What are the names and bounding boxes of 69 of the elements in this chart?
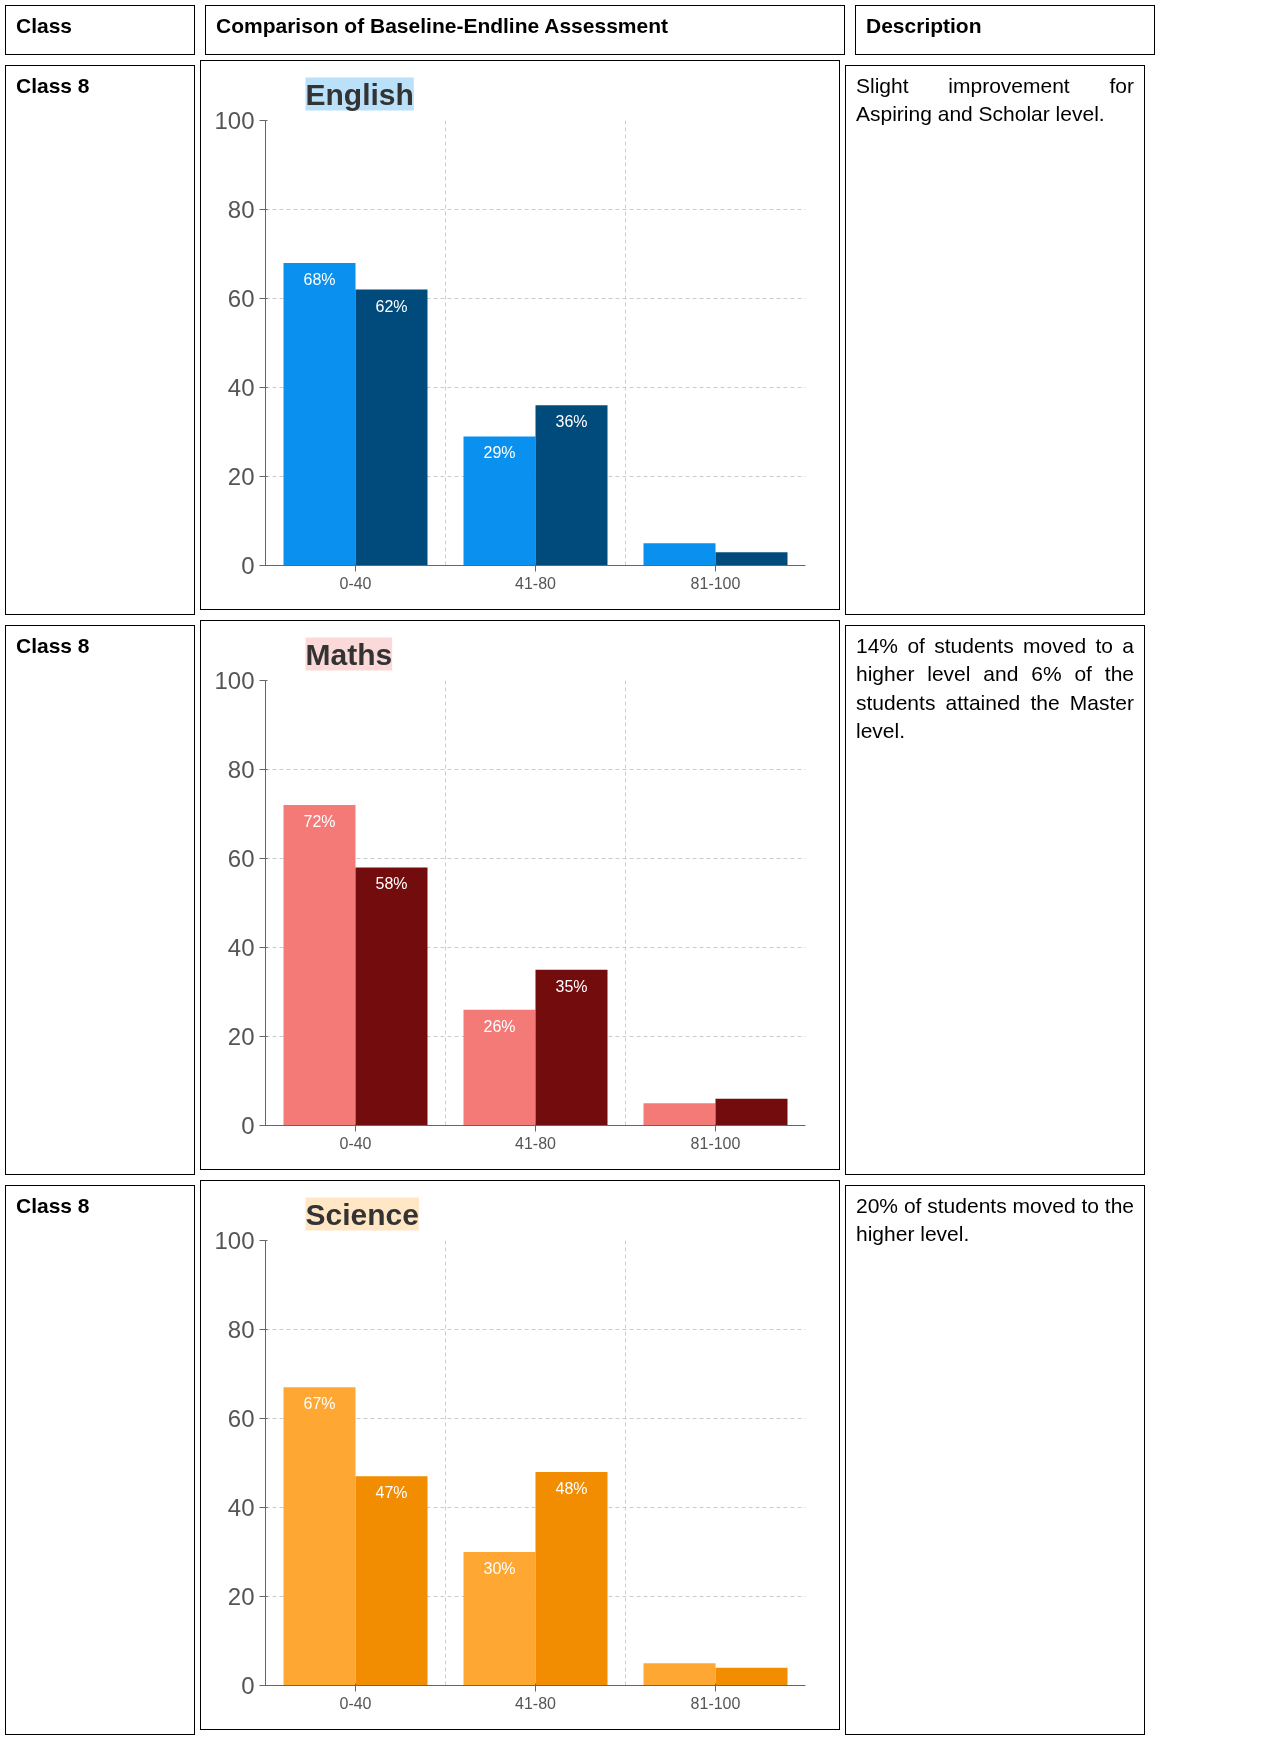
y-tick-label: 0	[241, 1112, 255, 1139]
x-tick-label: 81-100	[690, 1134, 741, 1152]
bar	[643, 543, 716, 566]
chart-title: Maths	[305, 637, 393, 671]
data-label: 62%	[375, 297, 408, 315]
data-label: 58%	[375, 875, 408, 893]
bar	[283, 1387, 356, 1686]
bar	[715, 1667, 788, 1686]
x-tick-label: 81-100	[690, 574, 741, 592]
text: Description	[866, 13, 982, 39]
y-tick-label: 60	[227, 1405, 255, 1432]
chart-title: English	[305, 77, 414, 111]
x-tick-label: 81-100	[690, 1694, 741, 1712]
y-tick-label: 100	[214, 667, 255, 694]
data-label: 47%	[375, 1484, 408, 1502]
bar	[283, 805, 356, 1126]
y-tick-label: 20	[227, 1023, 255, 1050]
y-tick-label: 0	[241, 1672, 255, 1699]
data-label: 26%	[483, 1017, 516, 1035]
x-tick-label: 41-80	[515, 1134, 557, 1152]
bar	[463, 436, 536, 566]
x-tick-label: 0-40	[339, 1134, 372, 1152]
y-tick-label: 100	[214, 107, 255, 134]
data-label: 35%	[555, 977, 588, 995]
text: Class 8	[16, 633, 90, 659]
x-tick-label: 0-40	[339, 574, 372, 592]
y-tick-label: 80	[227, 196, 255, 223]
bar	[643, 1103, 716, 1126]
text: Class 8	[16, 73, 90, 99]
bar	[715, 1098, 788, 1126]
bar	[355, 289, 428, 566]
bar	[535, 969, 608, 1126]
chart-title: Science	[305, 1197, 419, 1231]
bar	[355, 1476, 428, 1686]
bar	[283, 262, 356, 566]
bar	[535, 405, 608, 566]
data-label: 36%	[555, 413, 588, 431]
y-tick-label: 20	[227, 463, 255, 490]
y-tick-label: 20	[227, 1583, 255, 1610]
text: Slight improvement for Aspiring and Scholar level.	[856, 73, 1134, 128]
y-tick-label: 0	[241, 552, 255, 579]
text: Class 8	[16, 1193, 90, 1219]
text: 14% of students moved to a higher level and 6% of the students attained the Master level.	[856, 633, 1134, 745]
text: Comparison of Baseline-Endline Assessment	[216, 13, 669, 39]
bar	[643, 1663, 716, 1686]
bar	[463, 1009, 536, 1126]
x-tick-label: 41-80	[515, 1694, 557, 1712]
y-tick-label: 60	[227, 285, 255, 312]
y-tick-label: 40	[227, 374, 255, 401]
bar	[463, 1552, 536, 1686]
y-tick-label: 60	[227, 845, 255, 872]
bar	[355, 867, 428, 1126]
y-tick-label: 80	[227, 1316, 255, 1343]
y-tick-label: 80	[227, 756, 255, 783]
data-label: 48%	[555, 1479, 588, 1497]
y-tick-label: 40	[227, 1494, 255, 1521]
x-tick-label: 41-80	[515, 574, 557, 592]
data-label: 29%	[483, 444, 516, 462]
bar	[715, 552, 788, 566]
data-label: 67%	[303, 1395, 336, 1413]
x-tick-label: 0-40	[339, 1694, 372, 1712]
y-tick-label: 100	[214, 1227, 255, 1254]
data-label: 68%	[303, 270, 336, 288]
text: Class	[16, 13, 73, 39]
data-label: 30%	[483, 1560, 516, 1577]
bar	[535, 1471, 608, 1686]
text: 20% of students moved to the higher level.	[856, 1193, 1134, 1248]
data-label: 72%	[303, 813, 336, 831]
y-tick-label: 40	[227, 934, 255, 961]
